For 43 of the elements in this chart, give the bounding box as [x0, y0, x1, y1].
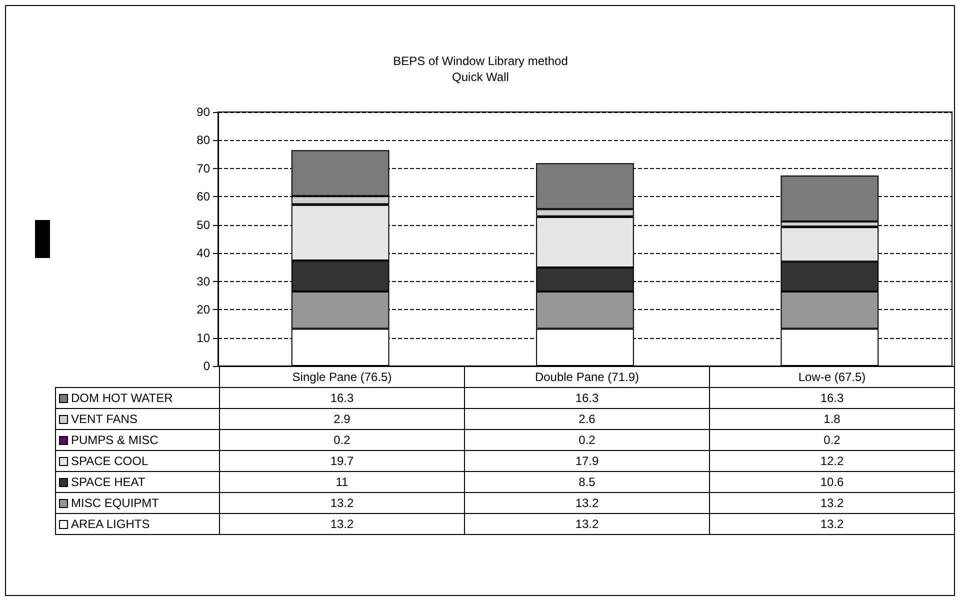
data-label: 13.2 — [220, 514, 464, 534]
legend-label: VENT FANS — [56, 408, 220, 430]
data-label: 16.3 — [464, 388, 710, 408]
data-label: 13.2 — [710, 514, 954, 534]
data-label: 2.9 — [220, 408, 464, 430]
data-label: 0.2 — [710, 430, 954, 450]
legend-label: MISC EQUIPMT — [56, 492, 220, 514]
data-label: 13.2 — [710, 492, 954, 514]
data-label: 16.3 — [220, 388, 464, 408]
y-tick-label: 80 — [196, 133, 210, 148]
chart-subtitle: Quick Wall — [452, 70, 509, 84]
data-label: 12.2 — [710, 450, 954, 472]
legend-label: AREA LIGHTS — [56, 514, 220, 534]
data-label: 13.2 — [220, 492, 464, 514]
y-tick-label: 30 — [196, 274, 210, 288]
x-tick-label: Low-e (67.5) — [710, 366, 954, 388]
legend-label: SPACE COOL — [56, 450, 220, 472]
y-tick-label: 20 — [196, 302, 210, 317]
data-label: 17.9 — [464, 450, 710, 472]
data-label: 10.6 — [710, 472, 954, 492]
data-label: 19.7 — [220, 450, 464, 472]
y-tick-label: 70 — [196, 161, 210, 176]
y-tick-label: 60 — [196, 190, 210, 204]
data-label: 13.2 — [464, 492, 710, 514]
x-tick-label: Double Pane (71.9) — [464, 366, 710, 388]
legend-label: PUMPS & MISC — [56, 430, 220, 450]
y-tick-label: 90 — [196, 105, 210, 119]
data-label: 8.5 — [464, 472, 710, 492]
data-label: 2.6 — [464, 408, 710, 430]
chart-title: BEPS of Window Library method — [393, 54, 568, 68]
legend-label: DOM HOT WATER — [56, 388, 220, 408]
y-tick-label: 50 — [196, 218, 210, 232]
y-tick-label: 10 — [196, 330, 210, 345]
legend-label: SPACE HEAT — [56, 472, 220, 492]
data-label: 11 — [220, 472, 464, 492]
y-tick-label: 0 — [203, 359, 210, 373]
data-label: 13.2 — [464, 514, 710, 534]
x-tick-label: Single Pane (76.5) — [220, 366, 464, 388]
data-label: 0.2 — [220, 430, 464, 450]
y-tick-label: 40 — [196, 246, 210, 260]
data-label: 0.2 — [464, 430, 710, 450]
data-label: 16.3 — [710, 388, 954, 408]
data-label: 1.8 — [710, 408, 954, 430]
